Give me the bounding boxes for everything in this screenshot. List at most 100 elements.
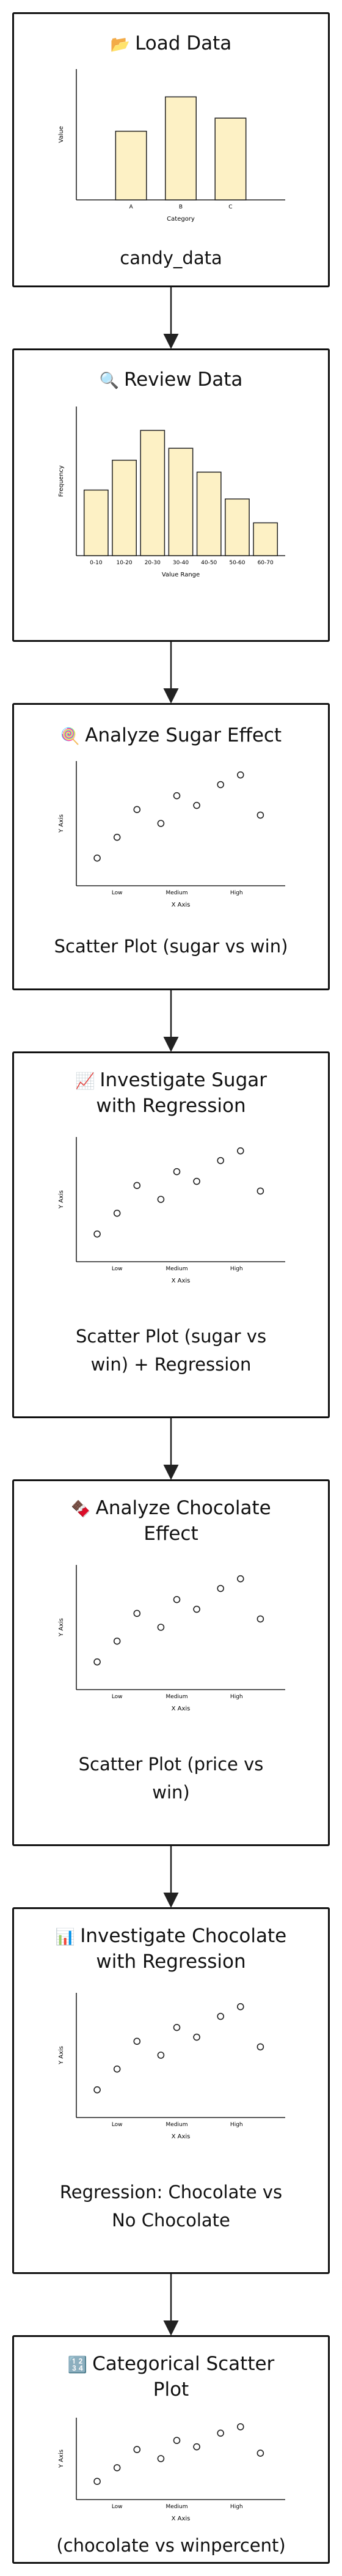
step-card-investigate-chocolate: 📊 Investigate Chocolate with Regression Y… (12, 1907, 330, 2274)
x-tick-label: Low (112, 2504, 123, 2510)
trend-chart-icon: 📈 (75, 1072, 95, 1091)
step-caption: Scatter Plot (sugar vs win) (54, 936, 288, 957)
step-title: 🍫 Analyze Chocolate Effect (71, 1497, 271, 1545)
x-tick-label: Medium (166, 1694, 187, 1700)
scatter-point (217, 1157, 225, 1165)
scatter-point (173, 2023, 181, 2031)
y-axis-label: Value (58, 126, 65, 142)
scatter-point (113, 1209, 121, 1217)
step-caption: Regression: Chocolate vs No Chocolate (59, 2182, 283, 2231)
bar (168, 447, 194, 556)
step-card-analyze-sugar: 🍭 Analyze Sugar Effect Y Axis X Axis Low Med… (12, 703, 330, 990)
bar (115, 130, 147, 201)
x-tick-label: Medium (166, 2122, 187, 2128)
y-axis-label: Y Axis (58, 2046, 65, 2065)
x-axis-label: X Axis (172, 1278, 191, 1284)
scatter-point (217, 2429, 225, 2437)
chart-svg: Y Axis X Axis Low Medium High (58, 761, 285, 908)
scatter-point (113, 2464, 121, 2471)
bar (83, 489, 109, 556)
scatter-point (93, 1658, 101, 1666)
x-tick-label: High (230, 890, 243, 896)
bar (140, 430, 166, 556)
scatter-point (133, 2446, 141, 2453)
x-tick-label: High (230, 1694, 243, 1700)
scatter-point (193, 1177, 200, 1185)
scatter-point (133, 806, 141, 814)
bar-chart-icon: 📊 (55, 1928, 76, 1946)
scatter-point (256, 2449, 264, 2457)
step-caption: (chocolate vs winpercent) (56, 2535, 286, 2556)
scatter-point (157, 2052, 165, 2059)
step-caption: Scatter Plot (price vs win) (78, 1754, 264, 1803)
bar (253, 522, 278, 556)
scatter-point (236, 1575, 244, 1583)
x-tick-label: 40-50 (201, 560, 217, 566)
bar (112, 460, 137, 556)
scatter-point (133, 2037, 141, 2045)
step-card-review-data: 🔍 Review Data Frequency Value Range 0-10 10-… (12, 348, 330, 642)
scatter-point (157, 1196, 165, 1203)
y-axis-label: Y Axis (58, 814, 65, 833)
x-tick-label: High (230, 2122, 243, 2128)
step-card-investigate-sugar: 📈 Investigate Sugar with Regression Y Axi… (12, 1051, 330, 1418)
scatter-point (236, 2423, 244, 2431)
x-axis-label: X Axis (172, 902, 191, 908)
folder-icon: 📂 (110, 35, 131, 54)
scatter-point (236, 771, 244, 779)
x-tick-label: B (179, 204, 183, 210)
scatter-point (173, 2437, 181, 2445)
x-tick-label: Medium (166, 890, 187, 896)
scatter-chart: Y Axis X Axis Low Medium High (51, 1130, 295, 1289)
scatter-point (236, 2003, 244, 2011)
scatter-chart: Y Axis X Axis Low Medium High (51, 1985, 295, 2144)
scatter-point (256, 1187, 264, 1195)
scatter-point (113, 833, 121, 841)
chart-svg: Y Axis X Axis Low Medium High (58, 2418, 285, 2522)
step-title: 🔍 Review Data (99, 369, 243, 391)
scatter-point (93, 1230, 101, 1238)
scatter-point (217, 781, 225, 789)
x-tick-label: 10-20 (116, 560, 132, 566)
chart-svg: Y Axis X Axis Low Medium High (58, 1137, 285, 1284)
scatter-point (113, 2065, 121, 2073)
step-title: 📊 Investigate Chocolate with Regression (55, 1925, 287, 1973)
scatter-point (173, 1595, 181, 1603)
y-axis-label: Y Axis (58, 1190, 65, 1209)
scatter-point (236, 1147, 244, 1155)
x-tick-label: High (230, 1266, 243, 1272)
scatter-point (256, 1615, 264, 1623)
y-axis-label: Y Axis (58, 1618, 65, 1637)
scatter-point (133, 1182, 141, 1190)
scatter-point (157, 820, 165, 827)
scatter-point (217, 1584, 225, 1592)
scatter-point (133, 1610, 141, 1617)
bar-chart: Value Category A B C (51, 62, 295, 227)
x-tick-label: 20-30 (145, 560, 161, 566)
x-tick-label: Low (112, 1266, 123, 1272)
x-tick-label: Low (112, 1694, 123, 1700)
step-card-categorical-scatter: 🔢 Categorical Scatter Plot Y Axis X Axis Lo… (12, 2335, 330, 2564)
x-tick-label: Medium (166, 1266, 187, 1272)
scatter-point (193, 801, 200, 809)
scatter-point (193, 2033, 200, 2041)
x-tick-label: 60-70 (258, 560, 274, 566)
x-axis-label: X Axis (172, 1706, 191, 1712)
scatter-chart: Y Axis X Axis Low Medium High (51, 2410, 295, 2526)
x-tick-label: Medium (166, 2504, 187, 2510)
lollipop-icon: 🍭 (60, 727, 81, 746)
x-tick-label: 50-60 (229, 560, 245, 566)
chart-svg: Y Axis X Axis Low Medium High (58, 1565, 285, 1712)
chart-svg: Frequency Value Range 0-10 10-20 20-30 30-40 4… (58, 407, 285, 578)
bar (196, 471, 222, 556)
x-axis-label: X Axis (172, 2515, 191, 2522)
step-title: 📈 Investigate Sugar with Regression (75, 1069, 267, 1117)
scatter-point (173, 1168, 181, 1176)
scatter-point (93, 2478, 101, 2486)
x-tick-label: A (129, 204, 133, 210)
bar (225, 498, 250, 556)
y-axis-label: Y Axis (58, 2449, 65, 2468)
scatter-point (256, 811, 264, 819)
